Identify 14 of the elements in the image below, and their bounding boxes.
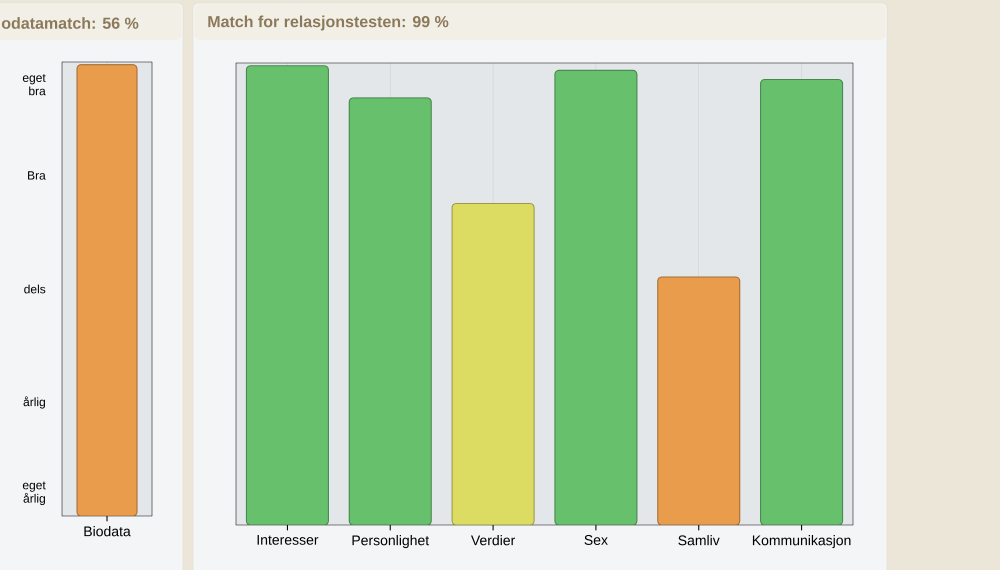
chart-title: odatamatch: 56 % xyxy=(2,17,138,29)
chart-title: Match for relasjonstesten: 99 % xyxy=(208,16,448,30)
text: Bra xyxy=(28,171,46,180)
x-tick-label: Biodata xyxy=(84,526,131,536)
x-tick-label: Sex xyxy=(584,535,608,545)
x-tick-label: Samliv xyxy=(678,535,720,546)
text: eget bra xyxy=(22,74,46,96)
x-tick-label: Kommunikasjon xyxy=(752,535,850,548)
text: dels xyxy=(24,284,46,294)
x-tick-label: Interesser xyxy=(258,535,318,545)
x-tick-label: Personlighet xyxy=(352,535,430,548)
x-tick-label: Verdier xyxy=(470,535,516,546)
text: årlig xyxy=(24,396,45,409)
text: eget årlig xyxy=(22,481,46,506)
